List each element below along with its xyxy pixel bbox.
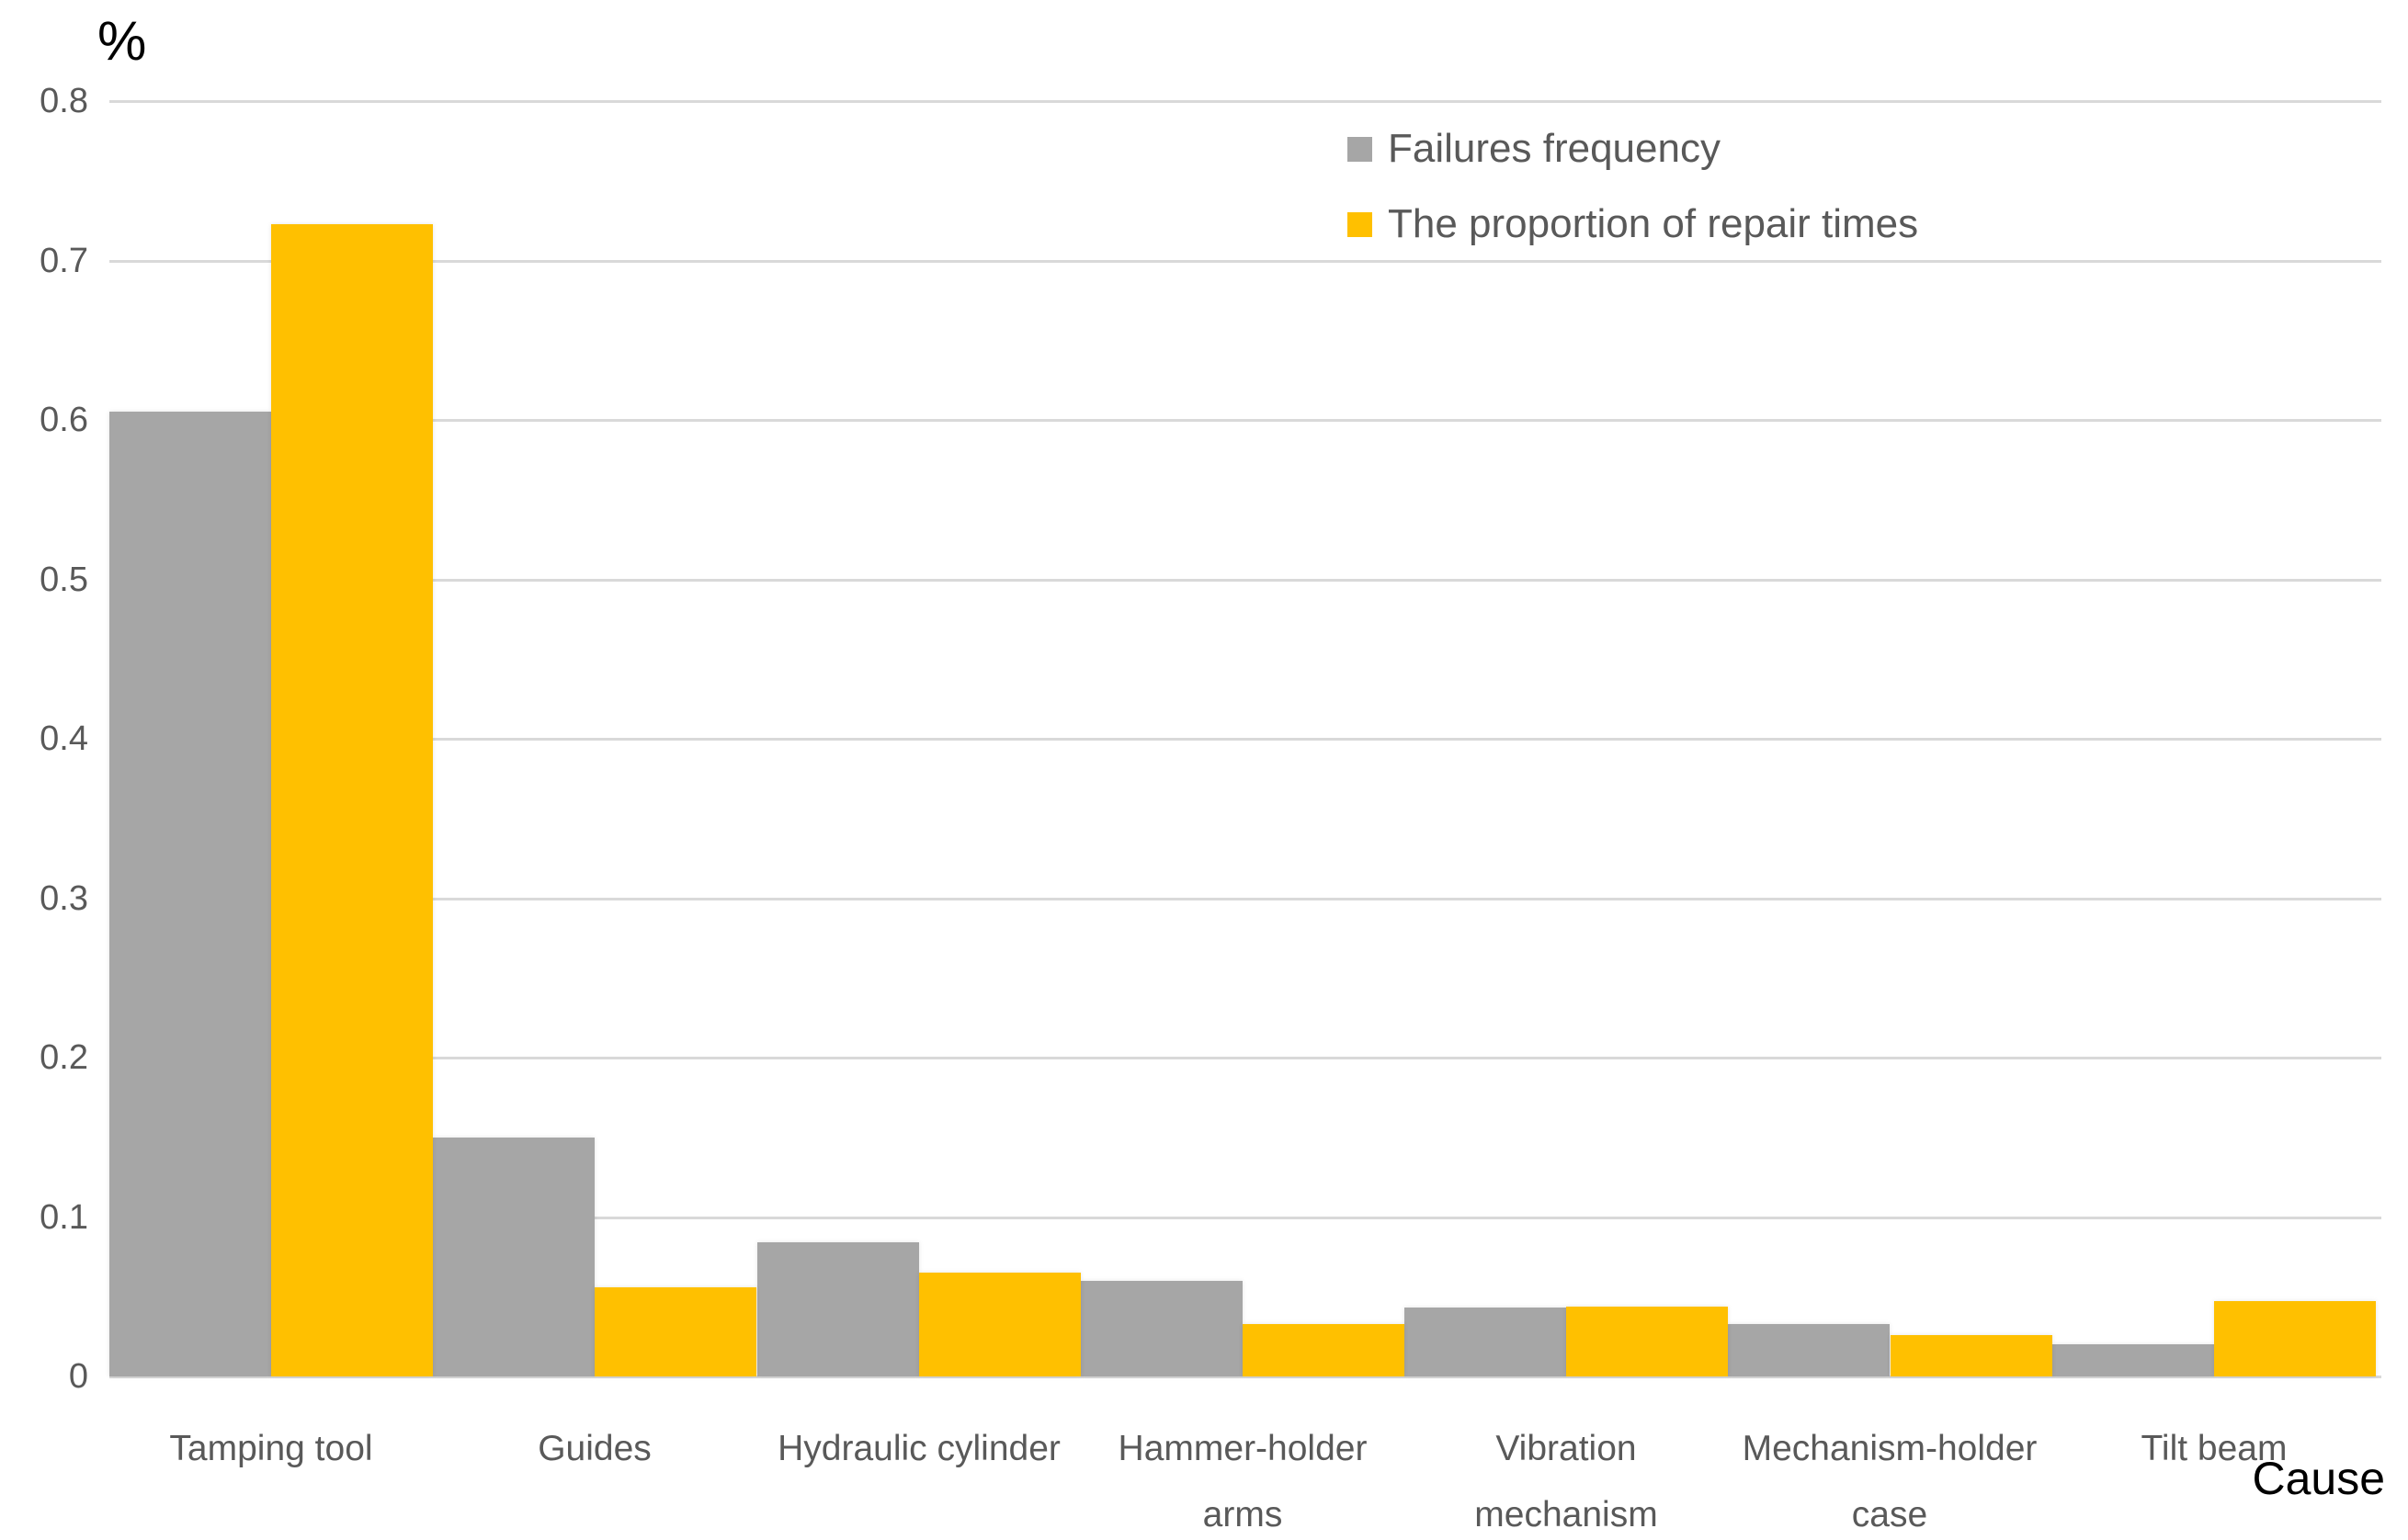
x-category-label: Tamping tool — [169, 1429, 373, 1468]
bar-failures-0 — [109, 412, 271, 1376]
x-category-label: Guides — [538, 1429, 652, 1468]
y-tick-label: 0.6 — [40, 401, 88, 439]
bar-failures-1 — [433, 1138, 595, 1376]
x-category-label: Hydraulic cylinder — [778, 1429, 1061, 1468]
y-tick-label: 0.5 — [40, 560, 88, 599]
y-tick-label: 0.3 — [40, 878, 88, 918]
x-category-label: Mechanism-holder case — [1742, 1429, 2038, 1534]
gridline-0.2 — [109, 1057, 2381, 1059]
gridline-0.7 — [109, 259, 2381, 263]
y-tick-label: 0.2 — [40, 1038, 88, 1077]
gridline-0.1 — [109, 1216, 2381, 1219]
bar-repair-1 — [595, 1287, 756, 1376]
gridline-0.6 — [109, 419, 2381, 422]
y-tick-label: 0 — [68, 1357, 88, 1396]
gridline-0 — [109, 1376, 2381, 1378]
gridline-0.4 — [109, 738, 2381, 741]
x-category-label: Hammer-holder arms — [1118, 1429, 1368, 1534]
y-tick-label: 0.8 — [40, 82, 88, 120]
gridline-0.5 — [109, 578, 2381, 582]
y-tick-label: 0.1 — [40, 1197, 88, 1237]
legend-item-failures: Failures frequency — [1347, 125, 1918, 173]
bar-repair-4 — [1566, 1307, 1728, 1376]
bar-failures-3 — [1081, 1281, 1243, 1376]
bar-repair-5 — [1891, 1335, 2052, 1376]
y-tick-label: 0.4 — [40, 719, 88, 758]
bar-repair-6 — [2214, 1301, 2376, 1376]
bar-repair-0 — [271, 224, 433, 1376]
bar-repair-2 — [919, 1273, 1081, 1376]
gridline-0.8 — [109, 100, 2381, 103]
y-axis-title: % — [97, 10, 147, 72]
legend-swatch-icon — [1347, 136, 1372, 162]
legend-item-repair: The proportion of repair times — [1347, 200, 1918, 248]
legend: Failures frequency The proportion of repa… — [1347, 125, 1918, 276]
gridline-0.3 — [109, 897, 2381, 900]
bar-failures-2 — [757, 1242, 919, 1376]
x-axis-title: Cause — [2252, 1453, 2385, 1504]
bar-failures-4 — [1404, 1308, 1566, 1376]
bar-failures-5 — [1728, 1324, 1890, 1376]
legend-label: Failures frequency — [1388, 126, 1721, 171]
y-tick-label: 0.7 — [40, 241, 88, 280]
x-category-label: Tilt beam — [2141, 1429, 2288, 1468]
bar-failures-6 — [2052, 1344, 2214, 1376]
x-category-label: Vibration mechanism — [1474, 1429, 1658, 1534]
legend-label: The proportion of repair times — [1388, 201, 1919, 246]
legend-swatch-icon — [1347, 211, 1372, 237]
bar-repair-3 — [1243, 1324, 1404, 1376]
